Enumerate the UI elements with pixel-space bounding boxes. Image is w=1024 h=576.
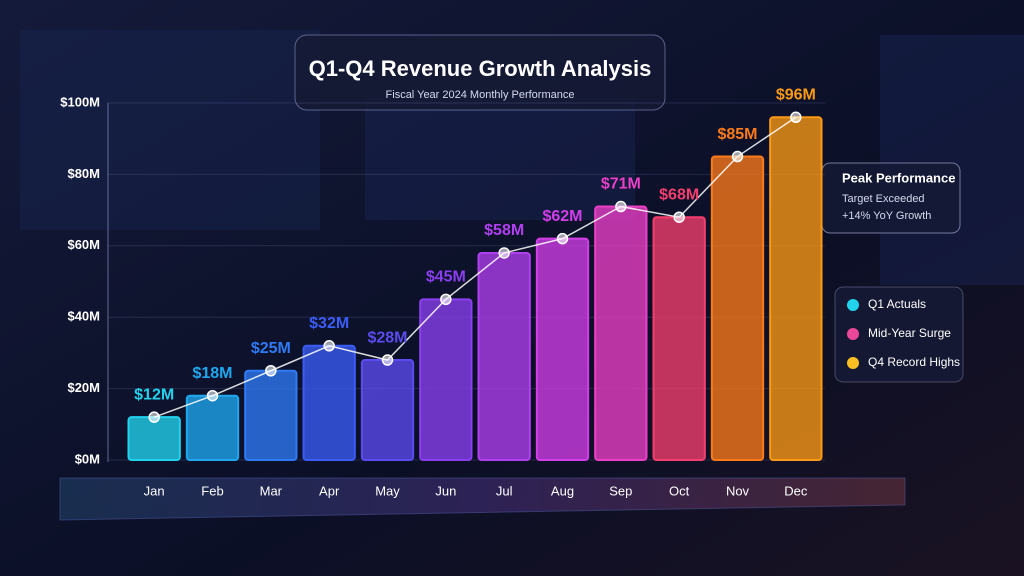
x-tick-label: Apr [319,483,340,498]
trend-dot [790,111,802,124]
legend-swatch [847,357,859,369]
bar [302,344,356,462]
x-tick-label: Feb [201,483,223,498]
trend-dot [381,354,394,366]
trend-dot [148,411,160,423]
x-tick-label: Nov [726,483,750,498]
x-tick-label: May [375,483,400,498]
legend-box [834,286,964,383]
legend-label: Q4 Record Highs [868,355,960,369]
bar [594,205,648,461]
trend-line [153,116,797,418]
y-tick-label: $60M [67,237,100,252]
x-tick-label: Sep [609,483,632,498]
trend-dot [556,232,569,245]
bg-screen [365,95,635,220]
chart-title: Q1-Q4 Revenue Growth Analysis [309,56,652,81]
value-label: $45M [426,269,466,286]
chart-subtitle: Fiscal Year 2024 Monthly Performance [386,89,575,101]
value-label: $28M [367,329,407,346]
y-tick-label: $0M [75,451,100,466]
title-box [294,34,666,111]
x-tick-label: Jan [144,483,165,498]
bar [535,237,590,461]
bar [244,369,298,461]
trend-dot [440,293,452,306]
legend-label: Mid-Year Surge [868,326,951,340]
bg-screen [20,30,320,230]
x-tick-label: Dec [784,483,808,498]
x-tick-label: Aug [551,483,574,498]
y-tick-label: $40M [67,309,100,324]
legend-label: Q1 Actuals [868,297,926,311]
annotation-title: Peak Performance [842,170,955,185]
value-label: $25M [251,340,291,357]
x-tick-label: Oct [669,483,690,498]
bar [360,359,415,462]
y-tick-label: $100M [60,94,100,109]
value-label: $68M [659,186,699,203]
bar [652,216,706,461]
annotation-line: +14% YoY Growth [842,210,931,222]
bar [769,116,823,461]
annotation-line: Target Exceeded [842,193,925,205]
bar [710,155,765,462]
y-tick-label: $80M [67,166,100,181]
trend-dot [615,200,627,213]
trend-dot [673,211,685,223]
trend-dot [206,389,219,402]
value-label: $32M [309,315,349,332]
bar [477,251,531,461]
legend-swatch [847,328,859,340]
trend-dot [731,150,744,163]
x-tick-label: Mar [260,483,283,498]
bar [127,416,181,462]
bar [419,298,473,461]
value-label: $71M [601,176,641,193]
x-tick-label: Jul [496,483,513,498]
legend-swatch [847,299,859,311]
bg-screen [880,35,1024,285]
trend-dot [323,340,335,352]
value-label: $18M [192,365,232,382]
bar [185,394,240,461]
value-label: $96M [776,86,816,103]
value-label: $62M [542,208,582,225]
y-tick-label: $20M [67,380,100,395]
platform [59,477,906,521]
value-label: $58M [484,222,524,239]
value-label: $85M [717,126,757,143]
trend-dot [265,365,277,377]
x-tick-label: Jun [435,483,456,498]
trend-dot [498,247,510,259]
value-label: $12M [134,386,174,403]
